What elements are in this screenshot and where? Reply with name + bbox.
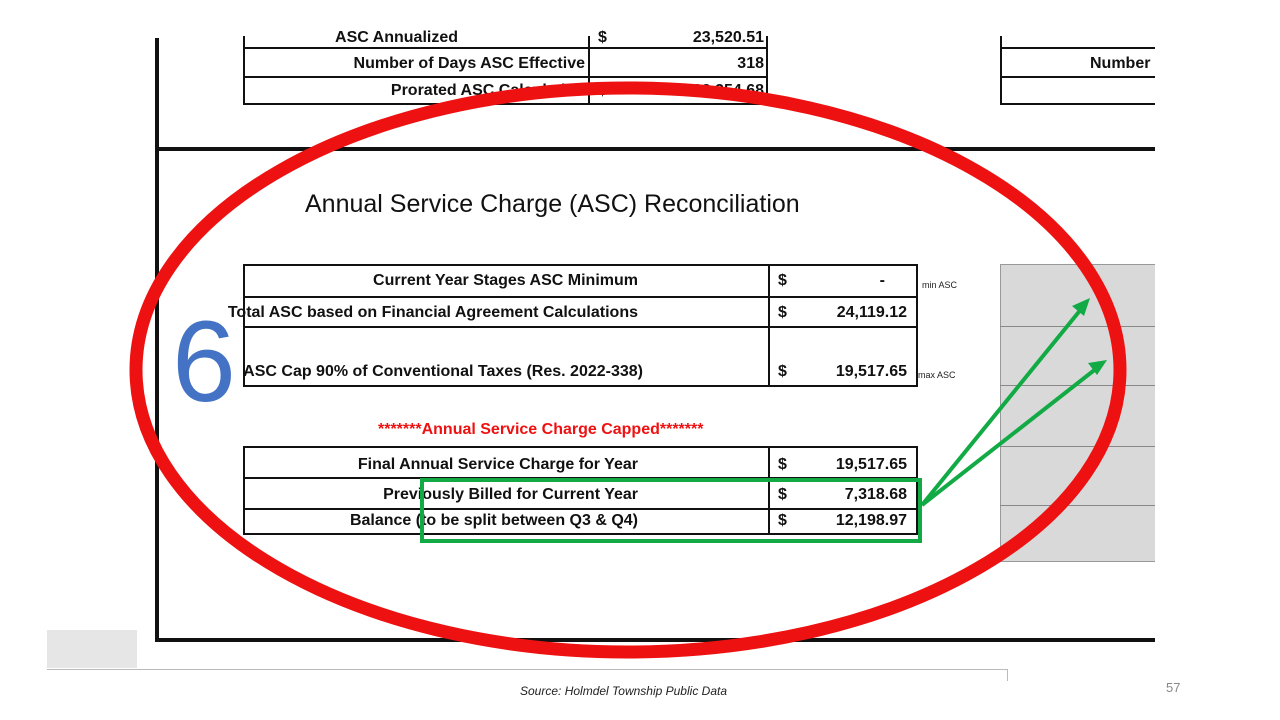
final-row-label: Previously Billed for Current Year: [383, 486, 638, 503]
recon-row-value: -: [879, 272, 885, 289]
recon-row-label: Total ASC based on Financial Agreement C…: [227, 304, 638, 321]
recon-row-value: 24,119.12: [836, 304, 907, 321]
annotation-overlay: [129, 81, 1127, 659]
arrow-head: [1088, 360, 1107, 375]
source-text: Source: Holmdel Township Public Data: [520, 684, 727, 698]
footer-gray-box: [47, 630, 137, 668]
final-row-dollar: $: [778, 456, 787, 473]
recon-row-dollar: $: [778, 272, 787, 289]
page-number: 57: [1166, 680, 1181, 695]
spreadsheet-screenshot: ASC Annualized $ 23,520.51 Number of Day…: [129, 29, 1155, 659]
footer-line-tick: [1007, 669, 1008, 681]
recon-row-note: max ASC: [918, 370, 956, 380]
final-row-value: 19,517.65: [835, 456, 907, 473]
recon-row-label: ASC Cap 90% of Conventional Taxes (Res. …: [243, 363, 643, 380]
recon-row-value: 19,517.65: [835, 363, 907, 380]
recon-row-dollar: $: [778, 363, 787, 380]
top-row-dollar: $: [598, 29, 607, 46]
gray-panel-divider: [1000, 446, 1155, 447]
green-highlight-box: [420, 478, 922, 543]
final-row-dollar: $: [778, 512, 787, 529]
final-row-value: 12,198.97: [835, 512, 907, 529]
section-title: Annual Service Charge (ASC) Reconciliati…: [305, 190, 800, 218]
frame-divider: [155, 147, 1155, 151]
capped-notice: *******Annual Service Charge Capped*****…: [378, 421, 704, 438]
gray-panel-divider: [1000, 326, 1155, 327]
recon-row-label: Current Year Stages ASC Minimum: [373, 272, 638, 289]
green-arrow: [920, 306, 1099, 507]
top-row-label: Number of Days ASC Effective: [353, 55, 585, 72]
footer-line: [47, 669, 1007, 670]
final-row-value: 7,318.68: [844, 486, 907, 503]
top-row-value: 318: [737, 55, 764, 72]
arrow-head: [1072, 298, 1090, 316]
right-partial-label: Number: [1090, 55, 1151, 72]
recon-row-dollar: $: [778, 304, 787, 321]
frame-left-border: [155, 38, 159, 641]
step-number: 6: [172, 298, 236, 426]
recon-row-note: min ASC: [922, 280, 958, 290]
top-row-value: 23,520.51: [692, 29, 764, 46]
final-row-dollar: $: [778, 486, 787, 503]
top-row-label: ASC Annualized: [335, 29, 458, 46]
gray-panel-divider: [1000, 505, 1155, 506]
red-ellipse: [129, 81, 1127, 659]
final-row-label: Final Annual Service Charge for Year: [357, 456, 638, 473]
frame-bottom-border: [155, 638, 1155, 642]
